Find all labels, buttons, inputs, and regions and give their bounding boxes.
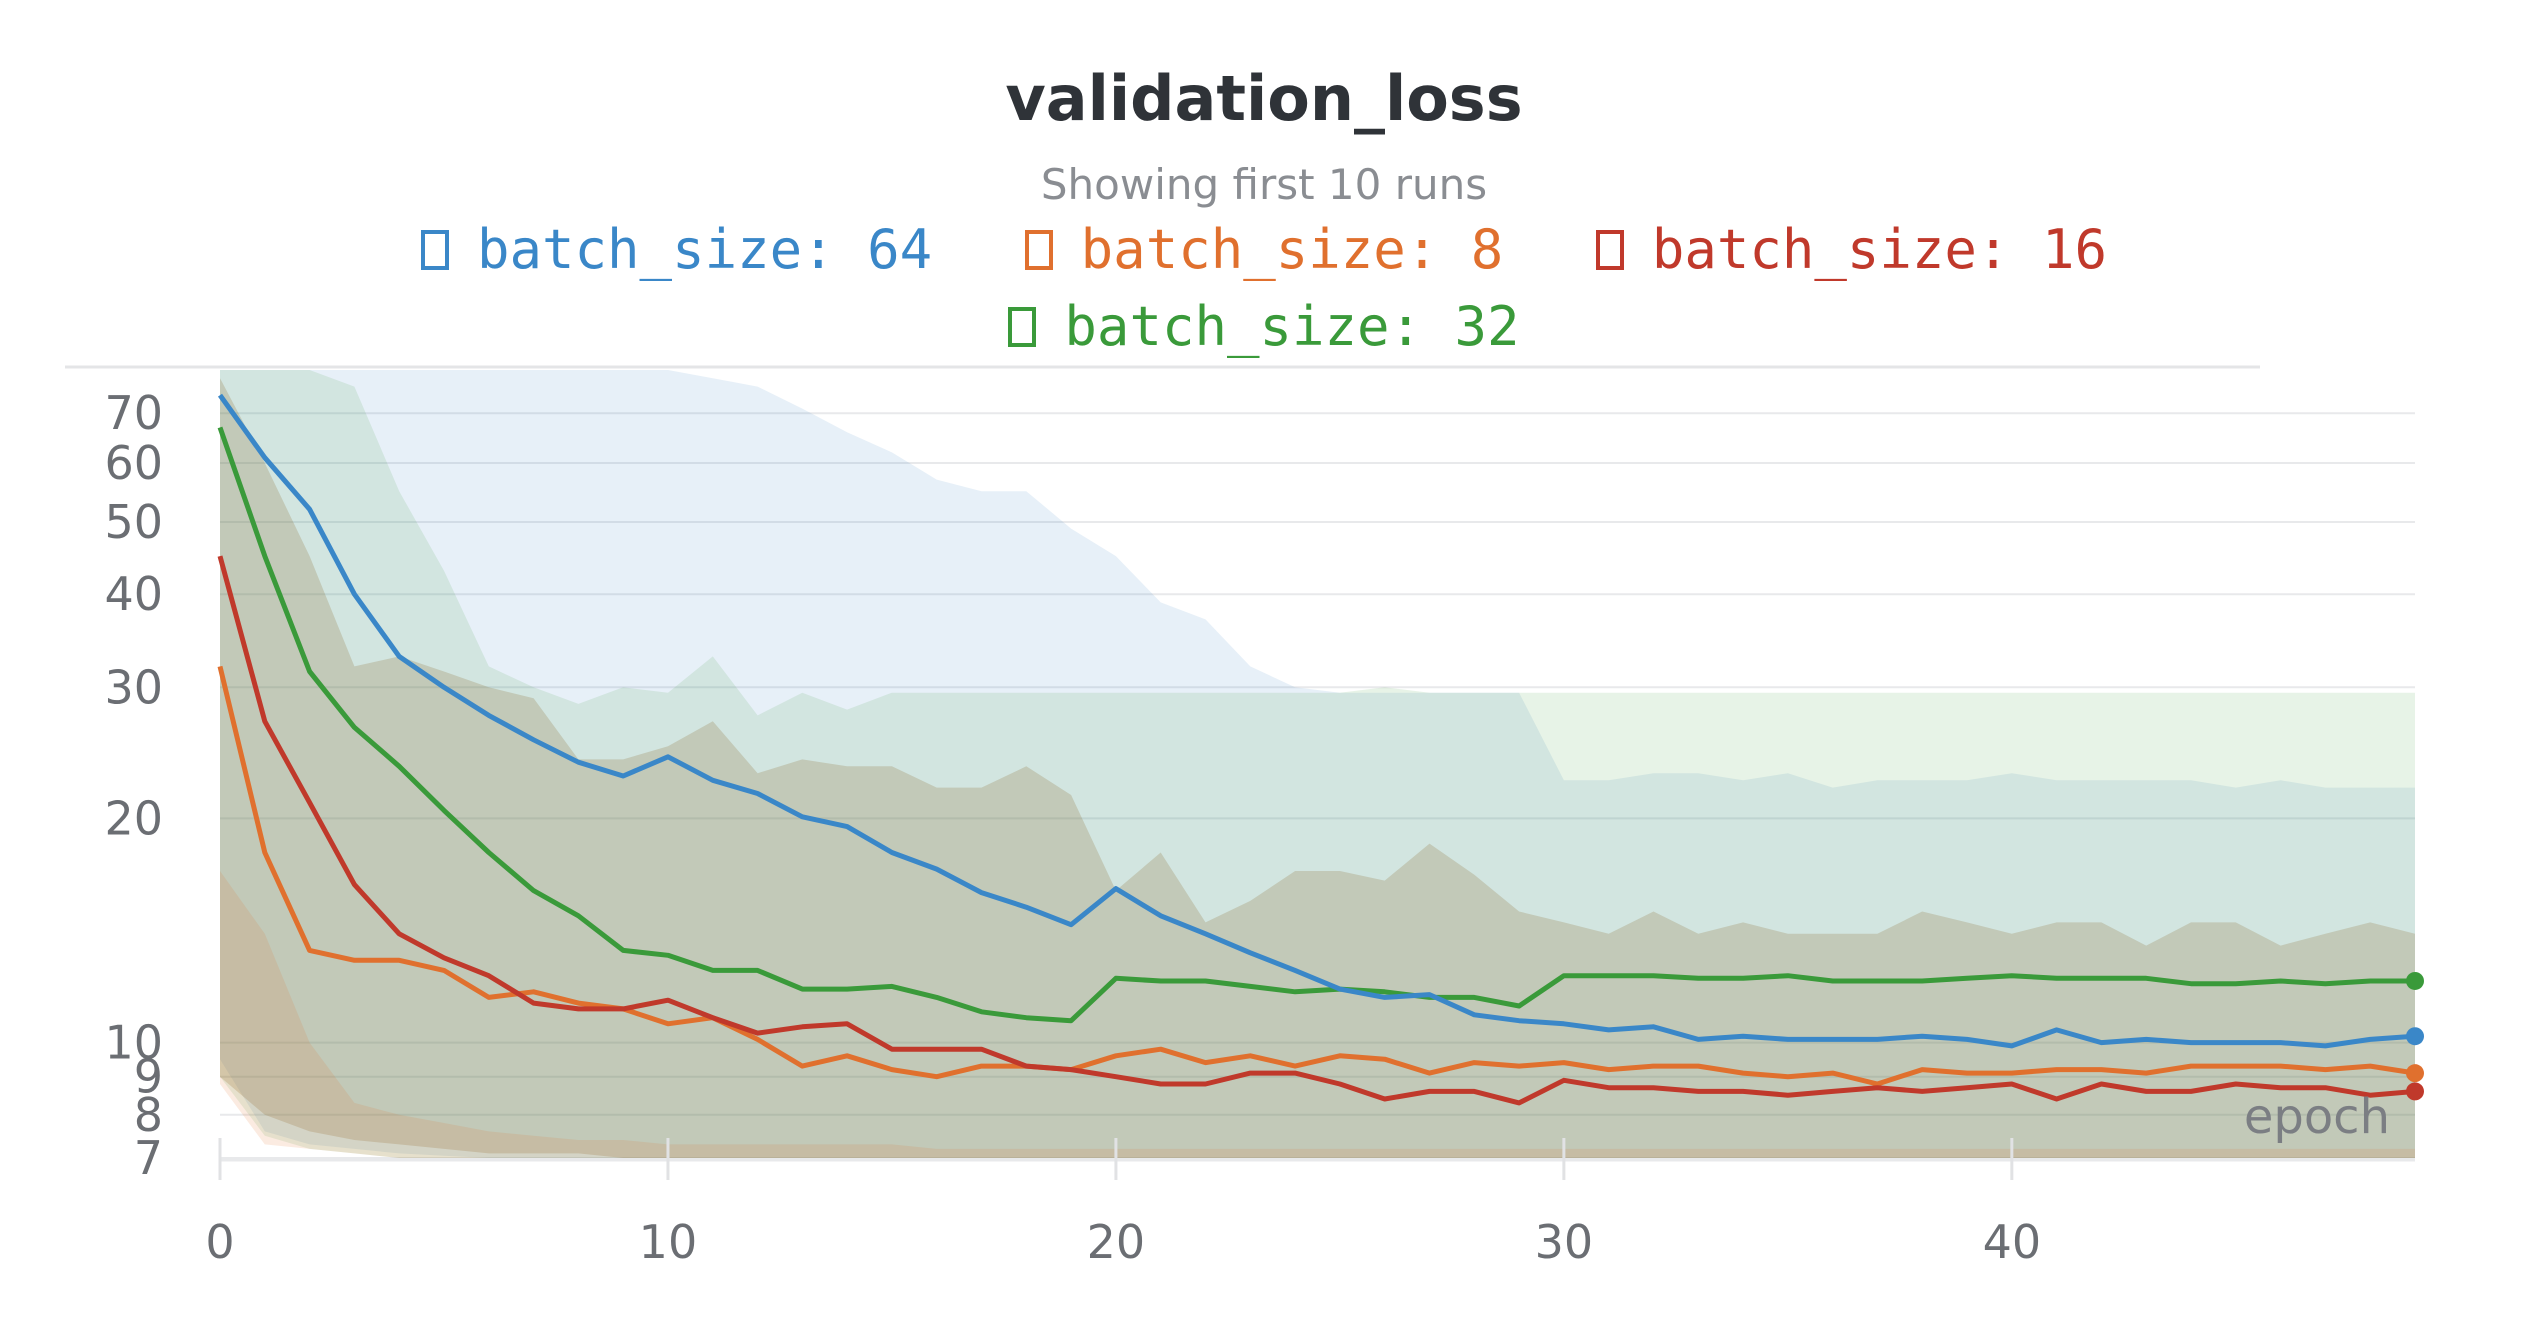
chart-title: validation_loss: [1005, 62, 1523, 135]
series-endpoint-batch_size-16: [2406, 1082, 2424, 1101]
series-band-batch_size-16: [220, 378, 2415, 1158]
y-tick-label: 30: [104, 660, 163, 714]
legend-swatch-icon: [1595, 230, 1624, 270]
y-tick-label: 10: [104, 1016, 163, 1070]
y-tick-label: 50: [104, 495, 163, 549]
y-tick-label: 40: [104, 567, 163, 621]
legend-item-batch-size-64[interactable]: batch_size: 64: [421, 218, 932, 281]
x-tick-label: 30: [1535, 1215, 1594, 1269]
x-tick-label: 40: [1983, 1215, 2042, 1269]
series-line-batch_size-8: [217, 665, 2416, 1087]
legend-label: batch_size: 64: [477, 218, 933, 281]
y-tick-label: 9: [134, 1050, 163, 1104]
legend-swatch-icon: [421, 230, 449, 270]
x-axis-label: epoch: [2244, 1089, 2390, 1145]
x-tick-label: 0: [205, 1215, 234, 1269]
legend-row-2: batch_size: 32: [0, 295, 2528, 358]
series-endpoint-batch_size-8: [2406, 1064, 2424, 1083]
legend-item-batch-size-32[interactable]: batch_size: 32: [1008, 295, 1520, 358]
legend-row-1: batch_size: 64 batch_size: 8 batch_size:…: [0, 218, 2528, 281]
series-band-batch_size-8: [220, 871, 2415, 1158]
y-tick-label: 60: [104, 436, 163, 490]
y-tick-label: 70: [104, 386, 163, 440]
y-tick-label: 7: [134, 1131, 163, 1185]
series-line-batch_size-32: [217, 426, 2415, 1024]
series-endpoint-batch_size-32: [2406, 971, 2424, 990]
y-tick-label: 20: [104, 791, 163, 845]
legend-label: batch_size: 16: [1651, 218, 2107, 281]
series-line-batch_size-64: [217, 393, 2416, 1049]
chart-subtitle: Showing first 10 runs: [1040, 160, 1488, 209]
series-band-batch_size-32: [220, 370, 2415, 1158]
legend-label: batch_size: 8: [1080, 218, 1504, 281]
x-tick-label: 20: [1087, 1215, 1146, 1269]
legend-swatch-icon: [1008, 307, 1037, 347]
series-endpoint-batch_size-64: [2406, 1027, 2424, 1046]
legend-item-batch-size-8[interactable]: batch_size: 8: [1024, 218, 1504, 281]
legend-label: batch_size: 32: [1064, 295, 1520, 358]
y-tick-label: 8: [134, 1088, 163, 1142]
series-band-batch_size-64: [220, 370, 2415, 1158]
x-tick-label: 10: [639, 1215, 698, 1269]
legend-swatch-icon: [1024, 230, 1053, 270]
series-line-batch_size-16: [217, 555, 2416, 1106]
legend-item-batch-size-16[interactable]: batch_size: 16: [1595, 218, 2107, 281]
